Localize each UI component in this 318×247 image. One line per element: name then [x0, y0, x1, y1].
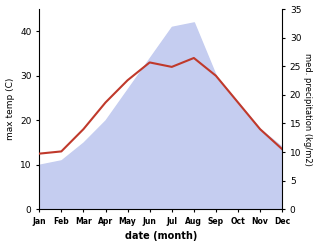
X-axis label: date (month): date (month): [125, 231, 197, 242]
Y-axis label: med. precipitation (kg/m2): med. precipitation (kg/m2): [303, 53, 313, 165]
Y-axis label: max temp (C): max temp (C): [5, 78, 15, 140]
